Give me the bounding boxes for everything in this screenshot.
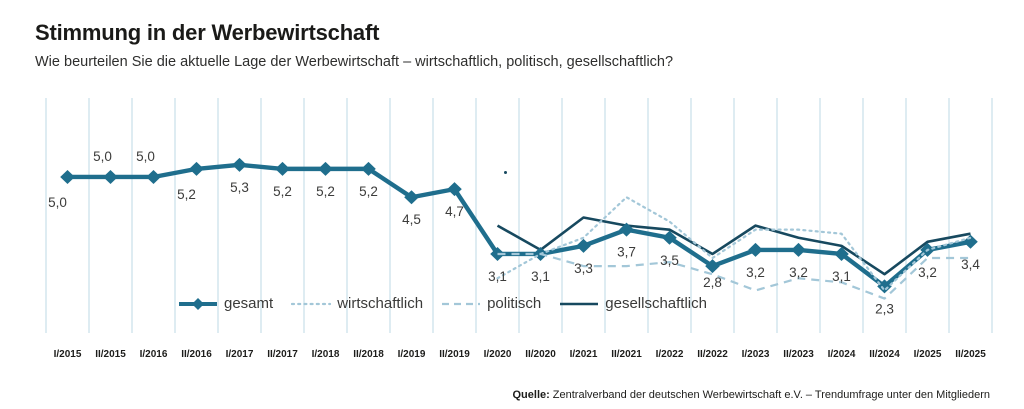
svg-text:II/2019: II/2019 [439,349,470,360]
svg-text:2,3: 2,3 [875,301,894,316]
politisch-line-icon [442,302,481,305]
svg-text:5,2: 5,2 [177,187,196,202]
page-title: Stimmung in der Werbewirtschaft [35,20,380,45]
svg-text:2,8: 2,8 [703,275,722,290]
svg-text:3,2: 3,2 [789,265,808,280]
chart-legend: gesamt wirtschaftlich politisch gesellsc… [178,295,707,312]
svg-text:II/2022: II/2022 [697,349,728,360]
svg-text:3,4: 3,4 [961,257,980,272]
page-subtitle: Wie beurteilen Sie die aktuelle Lage der… [35,54,674,70]
svg-text:I/2015: I/2015 [54,349,82,360]
svg-text:3,2: 3,2 [918,265,937,280]
svg-text:3,2: 3,2 [746,265,765,280]
svg-text:I/2018: I/2018 [312,349,340,360]
gesellschaftlich-line-icon [560,302,599,305]
svg-text:I/2019: I/2019 [398,349,426,360]
svg-text:II/2020: II/2020 [525,349,556,360]
svg-text:II/2025: II/2025 [955,349,986,360]
svg-text:I/2017: I/2017 [226,349,254,360]
svg-text:I/2020: I/2020 [484,349,512,360]
legend-item-gesamt: gesamt [178,295,273,312]
svg-text:3,1: 3,1 [531,269,550,284]
svg-text:5,0: 5,0 [136,149,155,164]
svg-text:II/2018: II/2018 [353,349,384,360]
legend-item-politisch: politisch [441,295,541,312]
svg-text:II/2017: II/2017 [267,349,298,360]
svg-text:3,5: 3,5 [660,253,679,268]
source-text: Zentralverband der deutschen Werbewirtsc… [552,389,990,401]
svg-text:3,7: 3,7 [617,245,636,260]
svg-text:II/2024: II/2024 [869,349,900,360]
svg-text:5,3: 5,3 [230,180,249,195]
gesamt-line-icon [179,297,217,310]
svg-text:I/2016: I/2016 [140,349,168,360]
svg-text:II/2023: II/2023 [783,349,814,360]
svg-text:4,5: 4,5 [402,212,421,227]
svg-text:I/2022: I/2022 [656,349,684,360]
svg-text:3,1: 3,1 [832,269,851,284]
svg-text:I/2021: I/2021 [570,349,598,360]
svg-text:5,2: 5,2 [273,184,292,199]
svg-text:3,1: 3,1 [488,269,507,284]
stray-dot [504,171,507,174]
svg-text:I/2023: I/2023 [742,349,770,360]
series-gesellschaftlich [496,216,971,276]
svg-text:4,7: 4,7 [445,204,464,219]
gridlines [45,98,993,333]
legend-item-gesellschaftlich: gesellschaftlich [559,295,707,312]
svg-text:5,0: 5,0 [93,149,112,164]
legend-label-wirtschaftlich: wirtschaftlich [337,295,424,312]
series-wirtschaftlich [496,196,972,292]
legend-label-gesellschaftlich: gesellschaftlich [605,295,707,312]
svg-text:5,2: 5,2 [359,184,378,199]
svg-text:I/2025: I/2025 [914,349,942,360]
series-politisch [497,252,971,300]
svg-text:II/2015: II/2015 [95,349,126,360]
svg-text:5,2: 5,2 [316,184,335,199]
chart-header: Stimmung in der Werbewirtschaft Wie beur… [35,20,673,70]
legend-label-politisch: politisch [487,295,542,312]
value-labels: 5,0 5,0 5,0 5,2 5,3 5,2 5,2 5,2 4,5 4,7 3,1 3,1 3,3 3… [48,149,980,316]
svg-text:II/2021: II/2021 [611,349,642,360]
legend-label-gesamt: gesamt [224,295,274,312]
x-axis-labels: I/2015 II/2015 I/2016 II/2016 I/2017 II/2017 I… [54,349,987,360]
legend-item-wirtschaftlich: wirtschaftlich [291,295,423,312]
svg-text:3,3: 3,3 [574,261,593,276]
source-note: Quelle: Zentralverband der deutschen Werb… [513,389,991,401]
wirtschaftlich-line-icon [291,302,332,305]
svg-text:II/2016: II/2016 [181,349,212,360]
source-label: Quelle: [512,389,550,401]
svg-text:I/2024: I/2024 [828,349,856,360]
svg-text:5,0: 5,0 [48,195,67,210]
